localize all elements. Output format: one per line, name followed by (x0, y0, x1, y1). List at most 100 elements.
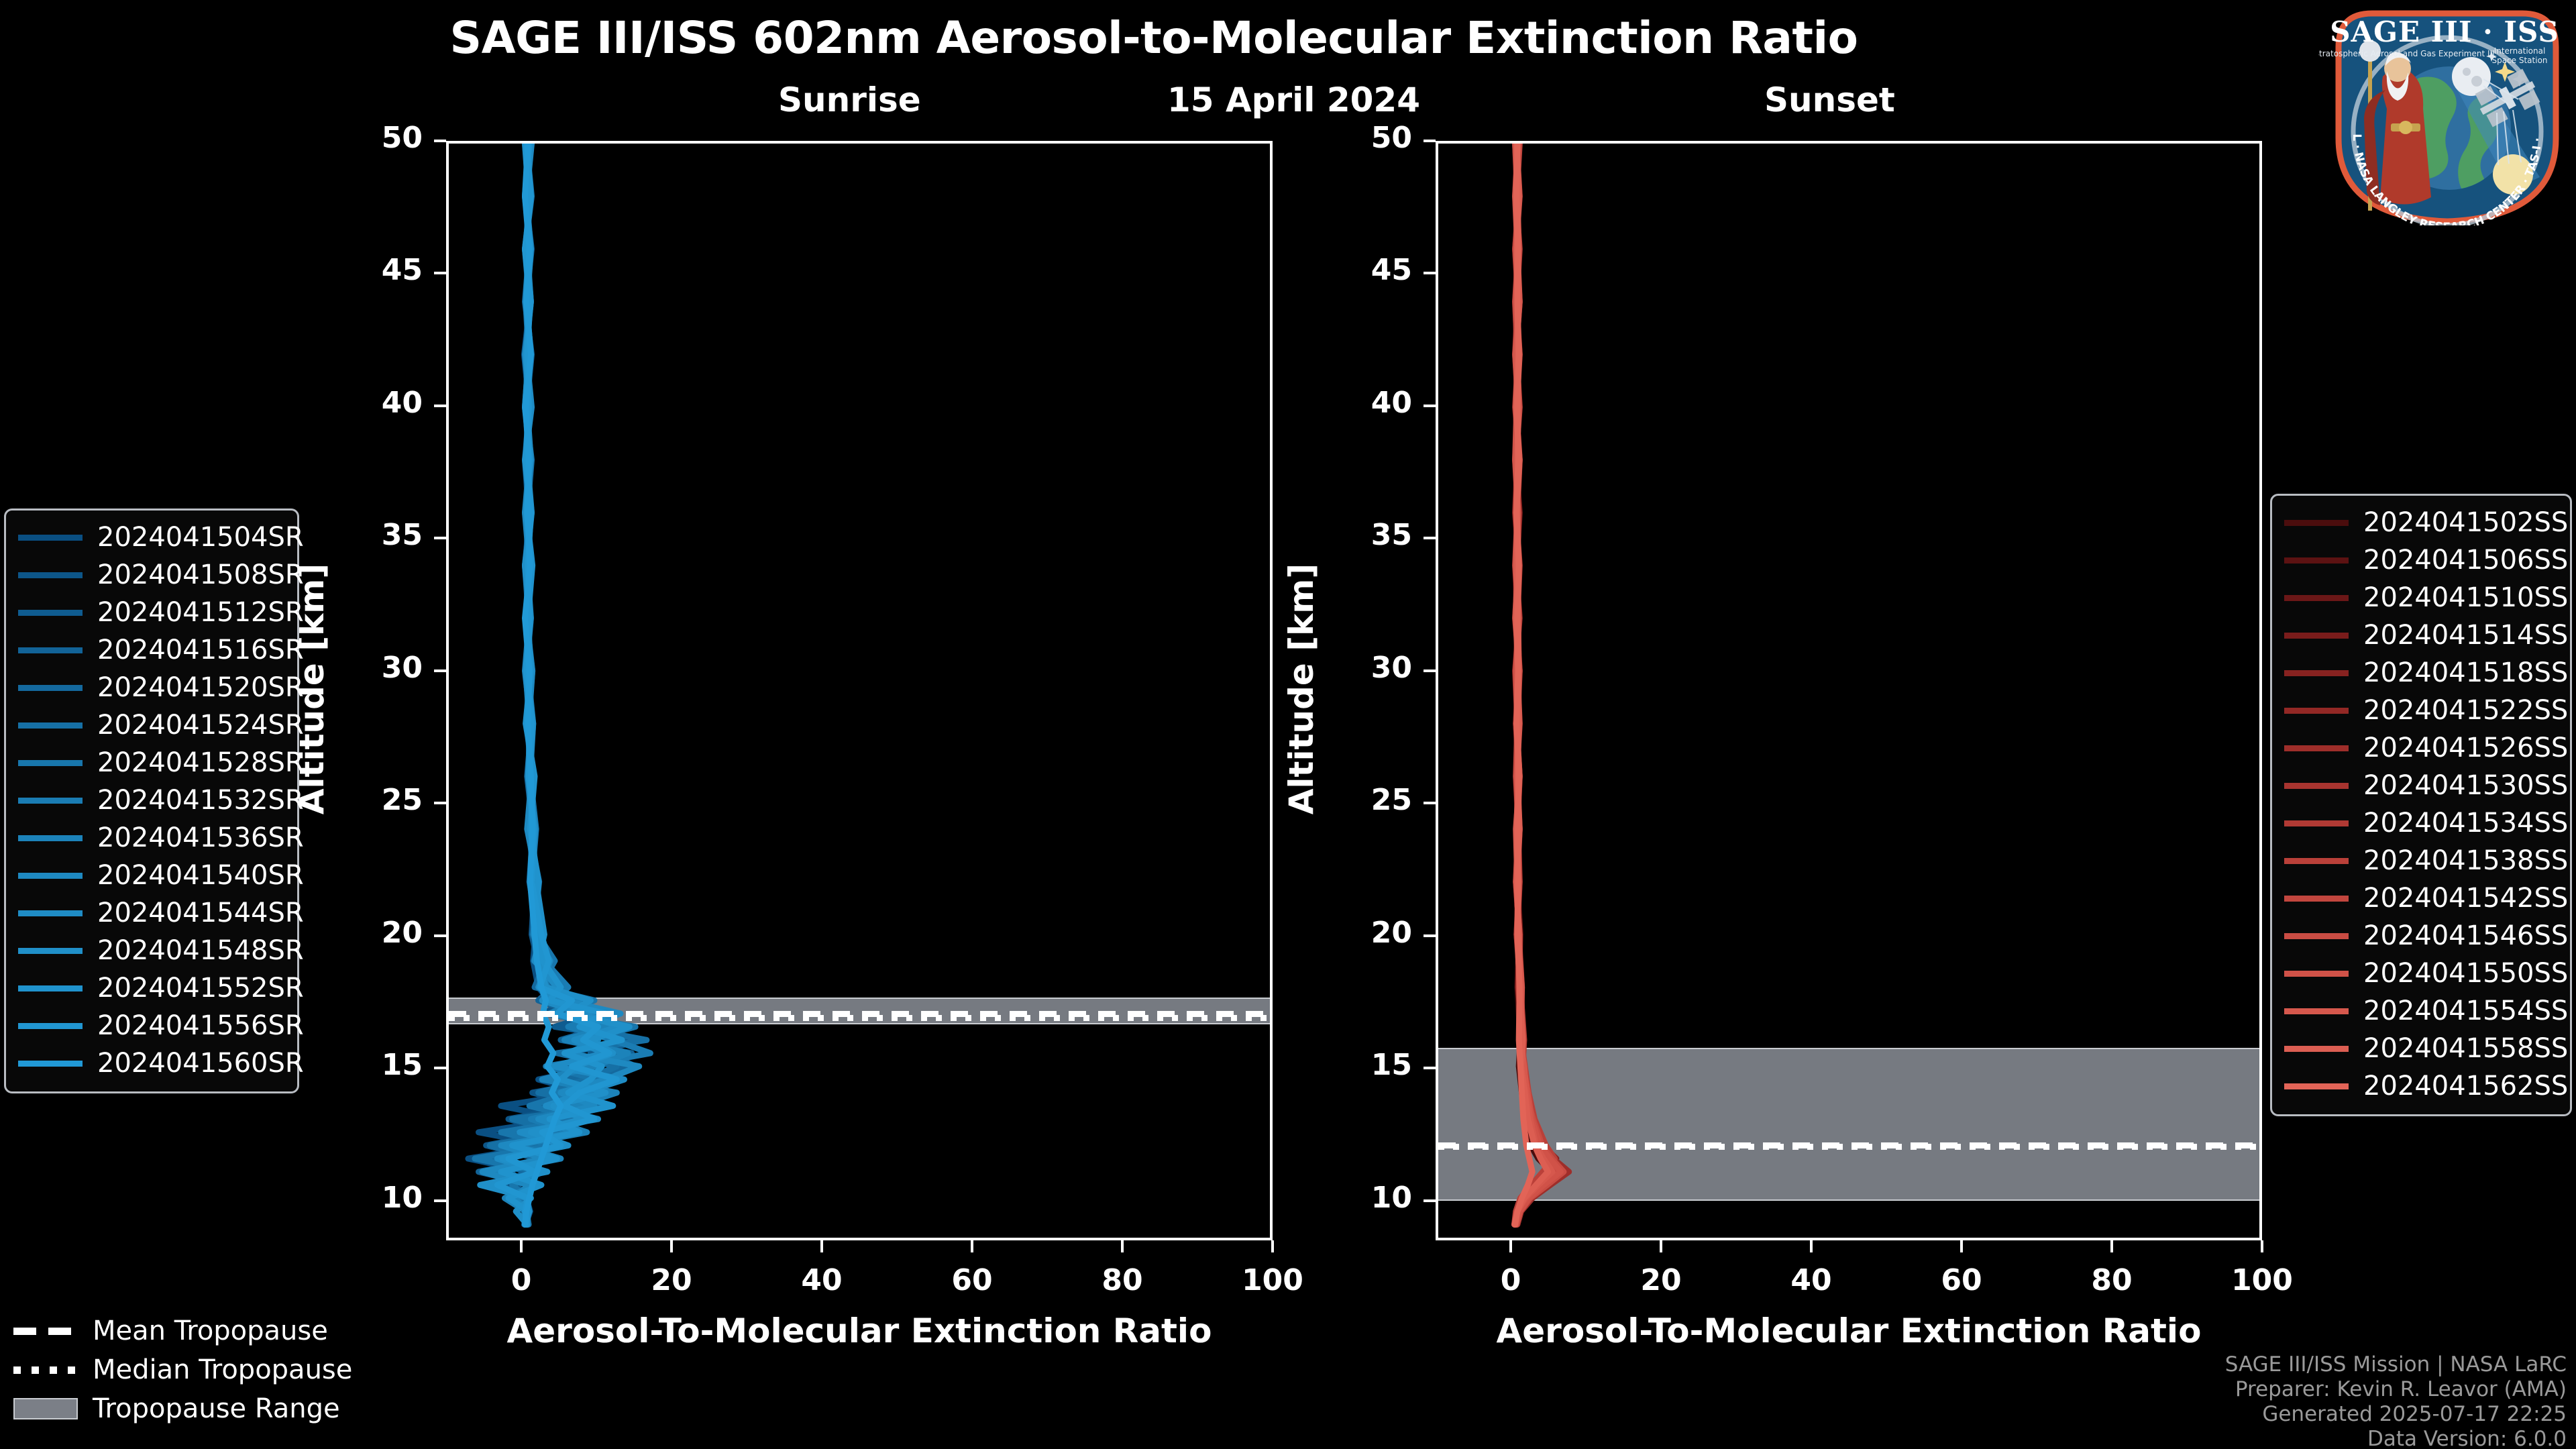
line-color-swatch-icon (2284, 970, 2349, 977)
legend-sunrise-label: 2024041540SR (97, 860, 304, 891)
legend-sunset-item[interactable]: 2024041530SS (2284, 767, 2568, 804)
credits-block: SAGE III/ISS Mission | NASA LaRC Prepare… (2057, 1352, 2567, 1449)
legend-sunrise-item[interactable]: 2024041540SR (18, 857, 304, 894)
y-axis-tick-label: 20 (1371, 915, 1412, 950)
median-tropopause-line (449, 1014, 1270, 1021)
sage-iii-iss-mission-patch-logo: SAGE III · ISS Stratospheric Aerosol and… (2314, 0, 2569, 234)
x-axis-tick-label: 0 (1500, 1263, 1521, 1297)
y-axis-tick-mark (434, 272, 446, 275)
legend-sunset-label: 2024041514SS (2363, 620, 2569, 651)
x-axis-tick-label: 60 (951, 1263, 993, 1297)
legend-sunrise-item[interactable]: 2024041516SR (18, 631, 304, 669)
legend-sunrise-item[interactable]: 2024041552SR (18, 969, 304, 1007)
x-axis-tick-mark (1509, 1240, 1512, 1252)
legend-sunrise-item[interactable]: 2024041512SR (18, 594, 304, 631)
credits-line-preparer: Preparer: Kevin R. Leavor (AMA) (2235, 1377, 2567, 1401)
x-axis-tick-label: 40 (801, 1263, 843, 1297)
legend-sunrise-label: 2024041520SR (97, 672, 304, 703)
legend-sunset-item[interactable]: 2024041542SS (2284, 879, 2568, 917)
legend-sunset-label: 2024041506SS (2363, 545, 2569, 576)
legend-sunset-item[interactable]: 2024041502SS (2284, 504, 2568, 541)
legend-sunrise[interactable]: 2024041504SR 2024041508SR 2024041512SR 2024… (4, 508, 304, 1093)
legend-sunset-label: 2024041526SS (2363, 733, 2569, 763)
legend-sunset-item[interactable]: 2024041518SS (2284, 654, 2568, 692)
legend-sunrise-label: 2024041548SR (97, 935, 304, 966)
x-axis-tick-mark (2110, 1240, 2113, 1252)
y-axis-tick-mark (434, 1067, 446, 1070)
legend-sunset-item[interactable]: 2024041506SS (2284, 541, 2568, 579)
line-color-swatch-icon (18, 759, 83, 766)
credits-line-version: Data Version: 6.0.0 (2367, 1427, 2567, 1449)
legend-sunrise-item[interactable]: 2024041556SR (18, 1007, 304, 1044)
x-axis-tick-label: 80 (1102, 1263, 1143, 1297)
y-axis-tick-mark (1424, 537, 1436, 540)
legend-sunset-label: 2024041534SS (2363, 808, 2569, 839)
filled-band-icon (13, 1398, 78, 1419)
y-axis-tick-label: 10 (1371, 1180, 1412, 1215)
legend-sunset-item[interactable]: 2024041534SS (2284, 804, 2568, 842)
x-axis-tick-mark (1810, 1240, 1813, 1252)
y-axis-tick-mark (434, 404, 446, 407)
legend-sunrise-label: 2024041544SR (97, 898, 304, 928)
y-axis-tick-label: 40 (381, 385, 423, 420)
legend-sunset-item[interactable]: 2024041558SS (2284, 1030, 2568, 1067)
patch-subtitle-right-2: Space Station (2491, 56, 2547, 65)
y-axis-tick-label: 40 (1371, 385, 1412, 420)
legend-sunset-item[interactable]: 2024041510SS (2284, 579, 2568, 616)
y-axis-tick-label: 20 (381, 915, 423, 950)
line-color-swatch-icon (2284, 782, 2349, 789)
legend-sunrise-item[interactable]: 2024041536SR (18, 819, 304, 857)
line-color-swatch-icon (2284, 932, 2349, 939)
legend-label-mean-tropopause: Mean Tropopause (93, 1316, 328, 1346)
plot-sunset-inner (1438, 144, 2259, 1238)
profile-lines-layer (449, 144, 1270, 1238)
legend-sunrise-item[interactable]: 2024041504SR (18, 519, 304, 556)
y-axis-tick-mark (1424, 1067, 1436, 1070)
legend-sunrise-item[interactable]: 2024041532SR (18, 782, 304, 819)
legend-sunrise-item[interactable]: 2024041524SR (18, 706, 304, 744)
legend-sunrise-item[interactable]: 2024041528SR (18, 744, 304, 782)
line-color-swatch-icon (18, 985, 83, 991)
line-color-swatch-icon (2284, 895, 2349, 902)
legend-sunrise-item[interactable]: 2024041520SR (18, 669, 304, 706)
legend-item-median-tropopause: Median Tropopause (13, 1350, 362, 1389)
legend-sunset-item[interactable]: 2024041562SS (2284, 1067, 2568, 1105)
legend-sunset-item[interactable]: 2024041522SS (2284, 692, 2568, 729)
legend-sunset-label: 2024041530SS (2363, 770, 2569, 801)
legend-item-mean-tropopause: Mean Tropopause (13, 1311, 362, 1350)
profile-line (1515, 144, 1533, 1224)
x-axis-tick-label: 80 (2091, 1263, 2133, 1297)
median-tropopause-line (1438, 1144, 2259, 1150)
legend-sunset-item[interactable]: 2024041538SS (2284, 842, 2568, 879)
credits-line-mission: SAGE III/ISS Mission | NASA LaRC (2224, 1352, 2567, 1377)
legend-sunset-item[interactable]: 2024041526SS (2284, 729, 2568, 767)
legend-sunset[interactable]: 2024041502SS 2024041506SS 2024041510SS 2024… (2270, 494, 2572, 1116)
y-axis-tick-label: 35 (381, 518, 423, 553)
plot-sunrise-inner (449, 144, 1270, 1238)
legend-sunset-item[interactable]: 2024041514SS (2284, 616, 2568, 654)
legend-sunrise-item[interactable]: 2024041548SR (18, 932, 304, 969)
legend-tropopause: Mean Tropopause Median Tropopause Tropop… (13, 1311, 362, 1428)
legend-sunset-item[interactable]: 2024041554SS (2284, 992, 2568, 1030)
legend-sunrise-item[interactable]: 2024041560SR (18, 1044, 304, 1082)
line-color-swatch-icon (18, 872, 83, 879)
line-color-swatch-icon (2284, 1008, 2349, 1014)
legend-sunset-item[interactable]: 2024041546SS (2284, 917, 2568, 955)
legend-sunrise-item[interactable]: 2024041544SR (18, 894, 304, 932)
y-axis-tick-label: 45 (1371, 253, 1412, 288)
x-axis-tick-mark (520, 1240, 523, 1252)
y-axis-tick-mark (1424, 404, 1436, 407)
x-axis-tick-label: 100 (1242, 1263, 1303, 1297)
legend-item-tropopause-range: Tropopause Range (13, 1389, 362, 1428)
legend-label-median-tropopause: Median Tropopause (93, 1354, 353, 1385)
line-color-swatch-icon (18, 647, 83, 653)
dotted-line-icon (13, 1366, 78, 1374)
y-axis-tick-mark (434, 669, 446, 672)
legend-sunrise-item[interactable]: 2024041508SR (18, 556, 304, 594)
legend-sunset-item[interactable]: 2024041550SS (2284, 955, 2568, 992)
tropopause-range-band (1438, 1048, 2259, 1201)
sun-icon (2493, 154, 2533, 195)
subtitle-sunset: Sunset (1764, 80, 1895, 119)
y-axis-tick-label: 30 (1371, 650, 1412, 685)
